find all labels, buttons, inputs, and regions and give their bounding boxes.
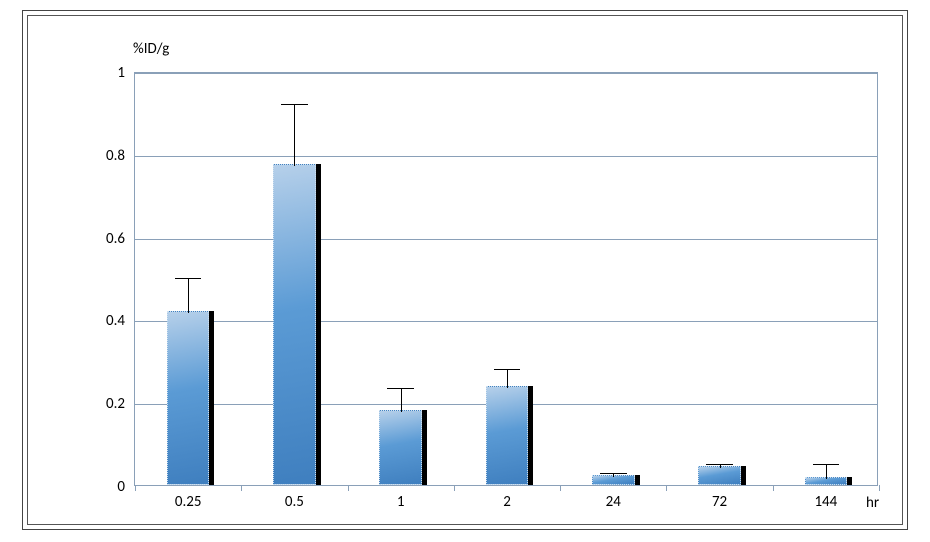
bar	[273, 164, 316, 485]
error-bar	[294, 104, 295, 166]
x-tick-mark	[241, 485, 242, 491]
chart-panel-inner: %ID/g 00.20.40.60.810.250.5122472144 hr	[27, 15, 903, 525]
error-bar	[507, 369, 508, 388]
error-bar-cap	[387, 388, 414, 389]
bar	[379, 410, 422, 485]
x-tick-mark	[560, 485, 561, 491]
x-tick-mark	[773, 485, 774, 491]
y-tick-label: 0.2	[106, 395, 125, 413]
x-tick-mark	[454, 485, 455, 491]
error-bar	[826, 464, 827, 478]
x-tick-mark	[348, 485, 349, 491]
x-tick-label: 0.25	[175, 493, 202, 511]
x-tick-label: 2	[503, 493, 511, 511]
grid-line	[135, 321, 877, 322]
x-tick-label: 144	[814, 493, 837, 511]
plot-area: 00.20.40.60.810.250.5122472144	[134, 72, 878, 486]
bar	[486, 386, 529, 485]
error-bar-cap	[281, 104, 308, 105]
bar	[698, 466, 741, 485]
error-bar-cap	[706, 464, 733, 465]
y-tick-label: 0.6	[106, 230, 125, 248]
bar	[167, 311, 210, 485]
error-bar-cap	[494, 369, 521, 370]
x-tick-mark	[666, 485, 667, 491]
chart-panel: %ID/g 00.20.40.60.810.250.5122472144 hr	[22, 10, 908, 530]
y-tick-label: 1	[117, 64, 125, 82]
error-bar-cap	[175, 278, 202, 279]
x-tick-mark	[135, 485, 136, 491]
y-tick-label: 0.4	[106, 312, 125, 330]
x-axis-title: hr	[866, 494, 879, 512]
error-bar	[188, 278, 189, 313]
error-bar	[401, 388, 402, 413]
x-tick-label: 72	[712, 493, 727, 511]
grid-line	[135, 156, 877, 157]
y-axis-title: %ID/g	[133, 40, 169, 58]
x-tick-label: 1	[397, 493, 405, 511]
y-tick-label: 0	[117, 478, 125, 496]
x-tick-label: 24	[606, 493, 621, 511]
grid-line	[135, 239, 877, 240]
y-tick-label: 0.8	[106, 147, 125, 165]
error-bar-cap	[600, 473, 627, 474]
grid-line	[135, 73, 877, 74]
x-tick-label: 0.5	[285, 493, 304, 511]
x-tick-mark	[879, 485, 880, 491]
error-bar-cap	[813, 464, 840, 465]
